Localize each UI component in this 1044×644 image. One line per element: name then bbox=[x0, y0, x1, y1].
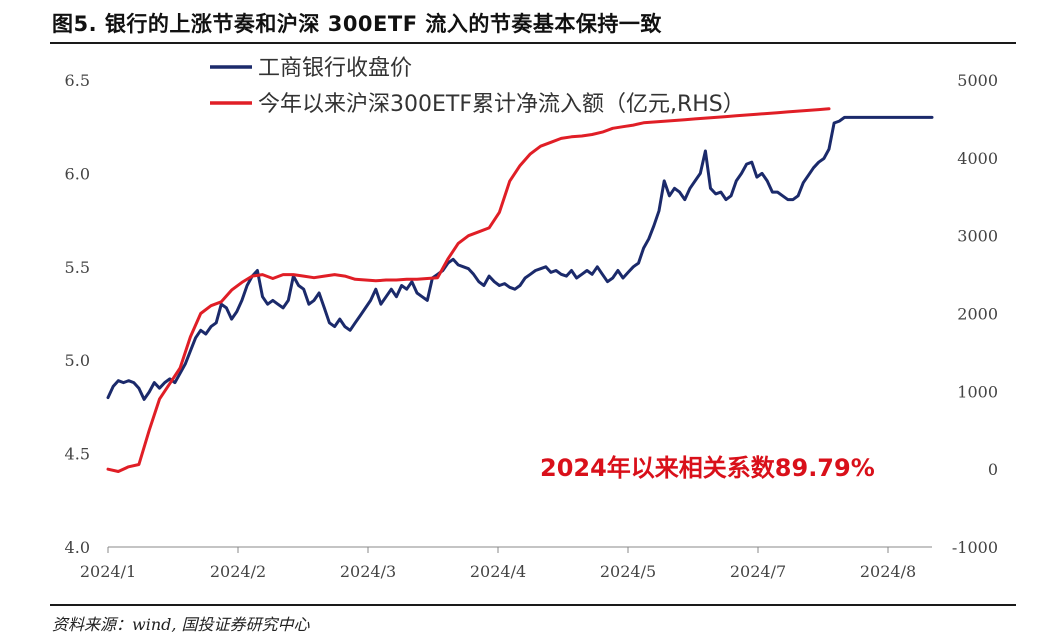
x-axis-ticks: 2024/1 2024/2 2024/3 2024/4 2024/5 2024/7 2024… bbox=[80, 547, 916, 581]
x-tick-label: 2024/3 bbox=[340, 562, 396, 581]
x-tick-label: 2024/1 bbox=[80, 562, 136, 581]
x-tick-label: 2024/2 bbox=[210, 562, 266, 581]
footer-divider bbox=[50, 604, 1016, 606]
left-tick-label: 5.5 bbox=[65, 258, 90, 277]
left-tick-label: 6.5 bbox=[65, 71, 90, 90]
left-tick-label: 5.0 bbox=[65, 351, 90, 370]
title-divider bbox=[50, 42, 1016, 44]
left-axis-ticks: 6.5 6.0 5.5 5.0 4.5 4.0 bbox=[65, 71, 90, 557]
x-tick-label: 2024/4 bbox=[470, 562, 526, 581]
correlation-annotation: 2024年以来相关系数89.79% bbox=[540, 454, 875, 482]
right-tick-label: 5000 bbox=[957, 71, 998, 90]
source-note: 资料来源：wind, 国投证券研究中心 bbox=[52, 615, 310, 634]
series-layer bbox=[106, 107, 934, 473]
legend-label: 今年以来沪深300ETF累计净流入额（亿元,RHS） bbox=[258, 92, 745, 117]
right-tick-label: -1000 bbox=[952, 538, 998, 557]
right-tick-label: 4000 bbox=[957, 149, 998, 168]
legend-label: 工商银行收盘价 bbox=[258, 56, 412, 81]
right-tick-label: 0 bbox=[988, 460, 998, 479]
left-tick-label: 6.0 bbox=[65, 164, 90, 183]
right-axis-ticks: 5000 4000 3000 2000 1000 0 -1000 bbox=[952, 71, 998, 557]
x-tick-label: 2024/5 bbox=[600, 562, 656, 581]
chart-title: 图5. 银行的上涨节奏和沪深 300ETF 流入的节奏基本保持一致 bbox=[52, 12, 662, 36]
etf-inflow-line bbox=[106, 107, 831, 473]
left-tick-label: 4.5 bbox=[65, 445, 90, 464]
line-chart: 6.5 6.0 5.5 5.0 4.5 4.0 5000 4000 3000 2000 1000 0… bbox=[65, 56, 998, 581]
x-tick-label: 2024/8 bbox=[860, 562, 916, 581]
right-tick-label: 3000 bbox=[957, 227, 998, 246]
x-tick-label: 2024/7 bbox=[730, 562, 786, 581]
right-tick-label: 2000 bbox=[957, 305, 998, 324]
bank-price-line bbox=[106, 115, 934, 401]
right-tick-label: 1000 bbox=[957, 382, 998, 401]
left-tick-label: 4.0 bbox=[65, 538, 90, 557]
